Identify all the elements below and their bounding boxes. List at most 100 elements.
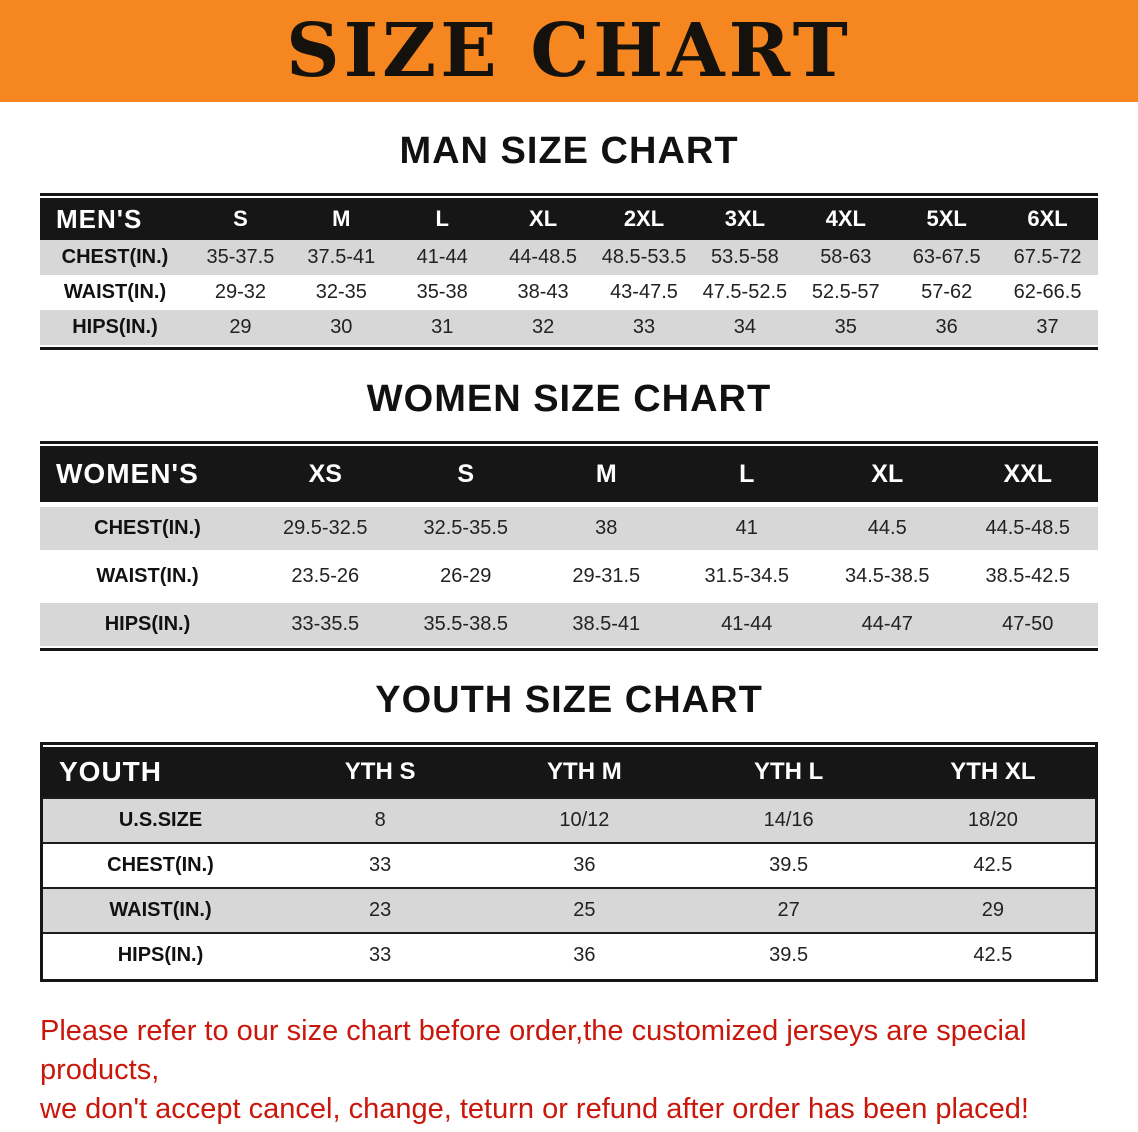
size-cell: 44.5 [867,517,907,539]
size-cell: 32 [531,316,555,338]
size-cell: 29.5-32.5 [282,517,368,539]
men-section-heading: MAN SIZE CHART [399,130,739,172]
size-header-cell: M [332,206,351,231]
size-cell: 33 [632,316,656,338]
size-cell: 35 [834,316,857,338]
size-cell: 36 [573,854,596,876]
table-row: U.S.SIZE 8 10/12 14/16 18/20 [43,797,1095,842]
size-cell: 53.5-58 [710,246,779,268]
footer-note: Please refer to our size chart before or… [40,1012,1098,1129]
size-header-cell: S [457,459,475,488]
table-row: HIPS(IN.) 33-35.5 35.5-38.5 38.5-41 41-4… [40,603,1098,646]
size-cell: 48.5-53.5 [601,246,687,268]
size-cell: 58-63 [820,246,872,268]
size-header-cell: 6XL [1027,206,1068,231]
size-cell: 38-43 [517,281,569,303]
men-header-row: MEN'S S M L XL 2XL 3XL 4XL 5XL 6XL [40,198,1098,240]
row-label: U.S.SIZE [118,809,203,831]
table-row: CHEST(IN.) 29.5-32.5 32.5-35.5 38 41 44.… [40,507,1098,550]
size-header-cell: YTH XL [950,758,1036,785]
size-cell: 63-67.5 [912,246,981,268]
size-cell: 10/12 [559,809,610,831]
size-cell: 18/20 [967,809,1018,831]
size-cell: 41-44 [416,246,468,268]
banner-title: SIZE CHART [286,8,852,94]
size-chart-banner: SIZE CHART [0,0,1138,102]
size-cell: 44-47 [861,613,913,635]
size-cell: 34.5-38.5 [844,565,930,587]
size-cell: 8 [374,809,386,831]
row-label: HIPS(IN.) [72,316,158,338]
size-cell: 62-66.5 [1013,281,1082,303]
size-cell: 44.5-48.5 [985,517,1070,539]
size-header-cell: YTH M [547,758,622,785]
size-cell: 33 [369,854,392,876]
size-header-cell: M [595,459,617,488]
youth-section-heading: YOUTH SIZE CHART [375,679,763,721]
women-section-heading: WOMEN SIZE CHART [366,378,772,420]
size-cell: 37 [1036,316,1059,338]
youth-corner-label: YOUTH [59,756,162,787]
size-cell: 39.5 [769,944,809,966]
size-cell: 27 [777,899,800,921]
size-cell: 35-38 [416,281,468,303]
size-header-cell: XS [308,459,342,488]
size-cell: 25 [573,899,596,921]
row-label: CHEST(IN.) [94,517,201,539]
footer-note-line2: we don't accept cancel, change, teturn o… [40,1093,1029,1126]
size-cell: 35-37.5 [206,246,275,268]
size-cell: 32-35 [315,281,367,303]
size-cell: 32.5-35.5 [423,517,508,539]
size-cell: 43-47.5 [610,281,678,303]
size-cell: 42.5 [973,854,1013,876]
size-header-cell: L [435,206,449,231]
table-row: HIPS(IN.) 29 30 31 32 33 34 35 36 37 [40,310,1098,345]
size-header-cell: YTH S [344,758,416,785]
table-row: WAIST(IN.) 23 25 27 29 [43,887,1095,932]
size-cell: 38.5-41 [572,613,641,635]
size-cell: 44-48.5 [509,246,578,268]
size-cell: 14/16 [763,809,814,831]
size-cell: 38.5-42.5 [985,565,1070,587]
women-size-table: WOMEN'S XS S M L XL XXL CHEST(IN.) 29.5-… [40,441,1098,651]
size-header-cell: 5XL [926,206,967,231]
women-header-row: WOMEN'S XS S M L XL XXL [40,446,1098,502]
size-cell: 23.5-26 [291,565,360,587]
size-cell: 29 [229,316,252,338]
size-header-cell: XL [871,459,904,488]
women-corner-label: WOMEN'S [56,458,199,489]
table-row: WAIST(IN.) 29-32 32-35 35-38 38-43 43-47… [40,275,1098,310]
size-cell: 31 [431,316,454,338]
size-cell: 33-35.5 [291,613,360,635]
youth-size-table: YOUTH YTH S YTH M YTH L YTH XL U.S.SIZE … [40,742,1098,982]
size-cell: 30 [330,316,353,338]
row-label: WAIST(IN.) [63,281,167,303]
size-header-cell: XXL [1003,459,1053,488]
size-cell: 39.5 [769,854,809,876]
row-label: CHEST(IN.) [107,854,214,876]
size-header-cell: S [233,206,248,231]
men-size-table: MEN'S S M L XL 2XL 3XL 4XL 5XL 6XL CHEST… [40,193,1098,350]
size-header-cell: YTH L [753,758,824,785]
footer-note-line1: Please refer to our size chart before or… [40,1015,1027,1087]
row-label: CHEST(IN.) [61,246,169,268]
size-cell: 29-32 [214,281,267,303]
men-corner-label: MEN'S [56,203,143,234]
size-cell: 57-62 [921,281,973,303]
size-cell: 34 [733,316,756,338]
table-row: HIPS(IN.) 33 36 39.5 42.5 [43,932,1095,977]
size-header-cell: 4XL [825,206,866,231]
size-cell: 26-29 [440,565,492,587]
size-cell: 36 [573,944,596,966]
table-row: CHEST(IN.) 35-37.5 37.5-41 41-44 44-48.5… [40,240,1098,275]
size-cell: 41-44 [721,613,773,635]
size-cell: 52.5-57 [811,281,880,303]
size-cell: 47.5-52.5 [702,281,788,303]
row-label: HIPS(IN.) [104,613,191,635]
size-cell: 29-31.5 [572,565,641,587]
size-cell: 31.5-34.5 [704,565,789,587]
size-cell: 37.5-41 [307,246,376,268]
size-cell: 36 [935,316,958,338]
row-label: HIPS(IN.) [117,944,204,966]
size-cell: 33 [369,944,392,966]
